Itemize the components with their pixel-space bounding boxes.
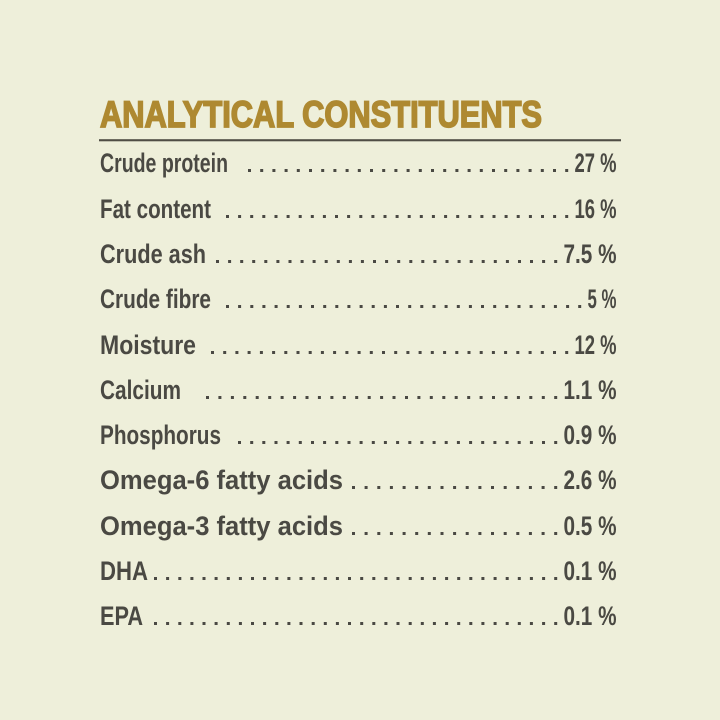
svg-text:0.1 %: 0.1 % (564, 601, 617, 631)
svg-text:27 %: 27 % (575, 148, 617, 178)
svg-text:1.1 %: 1.1 % (564, 375, 617, 405)
svg-text:EPA: EPA (100, 601, 143, 631)
svg-text:7.5 %: 7.5 % (564, 239, 617, 269)
svg-text:Crude protein: Crude protein (100, 148, 228, 178)
svg-text:Calcium: Calcium (100, 375, 181, 405)
svg-text:0.5 %: 0.5 % (564, 511, 617, 541)
svg-text:Omega-6 fatty acids: Omega-6 fatty acids (100, 465, 343, 495)
svg-text:Fat content: Fat content (100, 194, 211, 224)
svg-text:Phosphorus: Phosphorus (100, 420, 221, 450)
svg-text:0.1 %: 0.1 % (564, 556, 617, 586)
svg-text:0.9 %: 0.9 % (564, 420, 617, 450)
svg-text:16 %: 16 % (575, 194, 617, 224)
svg-text:2.6 %: 2.6 % (564, 465, 617, 495)
svg-text:Crude ash: Crude ash (100, 239, 206, 269)
svg-text:Crude fibre: Crude fibre (100, 284, 211, 314)
svg-text:5 %: 5 % (588, 284, 617, 314)
svg-text:Moisture: Moisture (100, 330, 196, 360)
svg-text:Omega-3 fatty acids: Omega-3 fatty acids (100, 511, 343, 541)
svg-text:ANALYTICAL CONSTITUENTS: ANALYTICAL CONSTITUENTS (100, 94, 542, 135)
svg-text:12 %: 12 % (575, 330, 617, 360)
svg-text:DHA: DHA (100, 556, 148, 586)
